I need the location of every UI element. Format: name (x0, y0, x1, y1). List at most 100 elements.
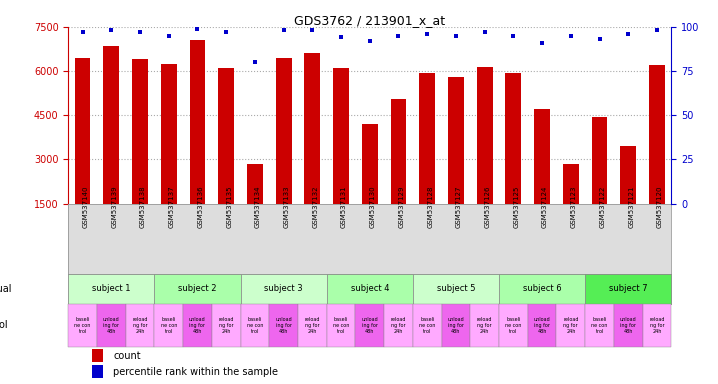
Text: unload
ing for
48h: unload ing for 48h (447, 317, 465, 334)
Bar (103, 46, 119, 204)
Text: GSM537133: GSM537133 (284, 186, 289, 228)
Bar (585, 274, 671, 304)
Bar (413, 274, 499, 304)
Text: GSM537131: GSM537131 (341, 186, 347, 228)
Point (508, 33, 519, 39)
Bar (154, 274, 241, 304)
Bar (592, 117, 607, 204)
Text: GSM537126: GSM537126 (485, 186, 490, 228)
Point (163, 33, 174, 39)
Bar (477, 67, 493, 204)
Bar (355, 304, 384, 347)
Point (623, 31, 634, 37)
Bar (442, 304, 470, 347)
Text: count: count (113, 351, 141, 361)
Text: baseli
ne con
trol: baseli ne con trol (333, 317, 349, 334)
Point (479, 29, 490, 35)
Bar (470, 304, 499, 347)
Text: reload
ng for
24h: reload ng for 24h (132, 317, 148, 334)
Bar (563, 164, 579, 204)
Text: GSM537135: GSM537135 (226, 186, 232, 228)
Point (249, 59, 261, 65)
Text: reload
ng for
24h: reload ng for 24h (304, 317, 320, 334)
Bar (93, 366, 103, 378)
Text: reload
ng for
24h: reload ng for 24h (477, 317, 493, 334)
Bar (534, 109, 550, 204)
Text: baseli
ne con
trol: baseli ne con trol (247, 317, 263, 334)
Text: unload
ing for
48h: unload ing for 48h (533, 317, 551, 334)
Text: subject 4: subject 4 (350, 285, 389, 293)
Bar (448, 77, 464, 204)
Text: baseli
ne con
trol: baseli ne con trol (75, 317, 90, 334)
Bar (327, 304, 355, 347)
Text: subject 6: subject 6 (523, 285, 561, 293)
Text: individual: individual (0, 284, 11, 294)
Bar (505, 73, 521, 204)
Point (364, 38, 376, 44)
Text: subject 1: subject 1 (92, 285, 131, 293)
Bar (212, 304, 241, 347)
Bar (75, 58, 90, 204)
Bar (269, 304, 298, 347)
Bar (241, 304, 269, 347)
Bar (276, 58, 292, 204)
Title: GDS3762 / 213901_x_at: GDS3762 / 213901_x_at (294, 14, 445, 27)
Text: baseli
ne con
trol: baseli ne con trol (592, 317, 607, 334)
Text: GSM537122: GSM537122 (600, 186, 605, 228)
Text: GSM537137: GSM537137 (169, 186, 174, 228)
Bar (649, 65, 665, 204)
Point (307, 27, 318, 33)
Point (192, 26, 203, 32)
Text: unload
ing for
48h: unload ing for 48h (275, 317, 292, 334)
Bar (126, 304, 154, 347)
Bar (154, 304, 183, 347)
Bar (68, 274, 154, 304)
Text: GSM537128: GSM537128 (427, 186, 433, 228)
Text: reload
ng for
24h: reload ng for 24h (391, 317, 406, 334)
Text: baseli
ne con
trol: baseli ne con trol (505, 317, 521, 334)
Text: GSM537127: GSM537127 (456, 186, 462, 228)
Bar (614, 304, 643, 347)
Text: reload
ng for
24h: reload ng for 24h (218, 317, 234, 334)
Bar (132, 59, 148, 204)
Bar (528, 304, 556, 347)
Bar (298, 304, 327, 347)
Bar (327, 274, 413, 304)
Point (106, 27, 117, 33)
Bar (384, 304, 413, 347)
Text: GSM537129: GSM537129 (398, 186, 404, 228)
Point (450, 33, 462, 39)
Bar (585, 304, 614, 347)
Text: baseli
ne con
trol: baseli ne con trol (419, 317, 435, 334)
Text: unload
ing for
48h: unload ing for 48h (620, 317, 637, 334)
Text: GSM537140: GSM537140 (83, 186, 88, 228)
Bar (413, 304, 442, 347)
Bar (391, 99, 406, 204)
Point (278, 27, 289, 33)
Text: GSM537134: GSM537134 (255, 186, 261, 228)
Bar (183, 304, 212, 347)
Bar (161, 64, 177, 204)
Point (536, 40, 548, 46)
Text: subject 2: subject 2 (178, 285, 217, 293)
Bar (93, 349, 103, 362)
Text: reload
ng for
24h: reload ng for 24h (649, 317, 665, 334)
Text: GSM537123: GSM537123 (571, 186, 577, 228)
Text: GSM537136: GSM537136 (197, 186, 203, 228)
Bar (362, 124, 378, 204)
Point (134, 29, 146, 35)
Point (335, 35, 347, 41)
Text: GSM537124: GSM537124 (542, 186, 548, 228)
Point (77, 29, 88, 35)
Bar (556, 304, 585, 347)
Bar (304, 53, 320, 204)
Bar (499, 304, 528, 347)
Text: GSM537138: GSM537138 (140, 186, 146, 228)
Text: GSM537125: GSM537125 (513, 186, 519, 228)
Bar (620, 146, 636, 204)
Bar (247, 164, 263, 204)
Point (565, 33, 577, 39)
Point (421, 31, 433, 37)
Text: subject 5: subject 5 (437, 285, 475, 293)
Text: unload
ing for
48h: unload ing for 48h (189, 317, 206, 334)
